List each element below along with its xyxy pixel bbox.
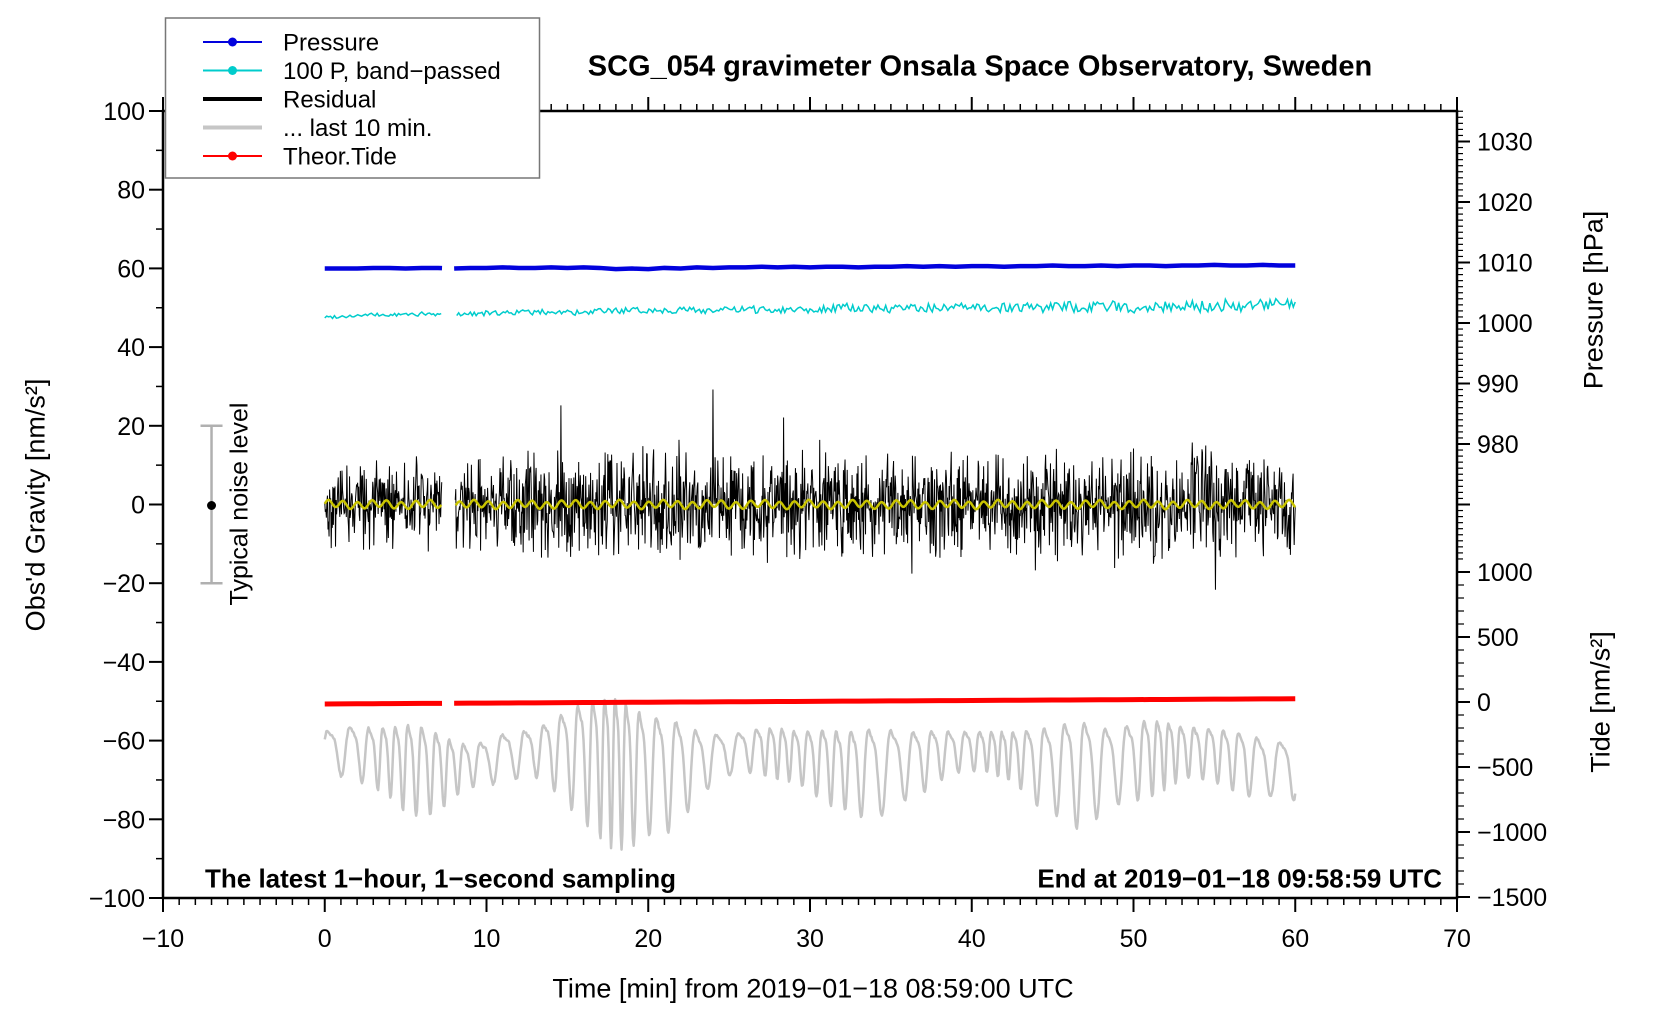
chart-title: SCG_054 gravimeter Onsala Space Observat… [587,50,1373,83]
bandpassed-trace [324,296,1296,320]
x-tick-label: 10 [473,925,501,953]
y-left-tick-label: −60 [103,728,145,756]
legend-entry-label: Theor.Tide [283,144,397,171]
end-time-note: End at 2019−01−18 09:58:59 UTC [1037,863,1442,894]
x-tick-label: 0 [318,925,332,953]
y-left-tick-label: −20 [103,570,145,598]
x-tick-label: −10 [142,925,184,953]
residual-smoothed-trace [323,498,1297,511]
x-tick-label: 50 [1120,925,1148,953]
x-tick-label: 20 [634,925,662,953]
residual-trace [324,389,1296,590]
tide-tick-label: 500 [1477,624,1519,652]
x-tick-label: 60 [1281,925,1309,953]
x-tick-label: 30 [796,925,824,953]
tick-labels: −10 0 10 20 30 40 50 60 70100806040200−20−40−60−… [89,98,1548,953]
pressure-tick-label: 990 [1477,371,1519,399]
pressure-tick-label: 1000 [1477,310,1533,338]
tide-axis-title: Tide [nm/s²] [1585,631,1616,773]
x-tick-label: 70 [1443,925,1471,953]
last10min-trace [323,697,1297,851]
y-left-tick-label: 20 [117,413,145,441]
pressure-tick-label: 1020 [1477,189,1533,217]
sampling-note: The latest 1−hour, 1−second sampling [205,863,677,894]
noise-errorbar [200,424,223,585]
legend-entry-label: ... last 10 min. [283,115,432,142]
legend-marker-dot [228,66,237,75]
legend-entry-label: 100 P, band−passed [283,58,501,85]
theor-tide-trace [324,696,1296,707]
y-left-tick-label: 80 [117,177,145,205]
pressure-tick-label: 980 [1477,431,1519,459]
tide-tick-label: −500 [1477,754,1533,782]
legend-entry-label: Pressure [283,30,379,57]
y-left-tick-label: −80 [103,806,145,834]
tide-tick-label: 0 [1477,689,1491,717]
y-left-tick-label: 40 [117,334,145,362]
legend-marker-dot [228,151,237,161]
y-left-tick-label: −100 [89,885,145,913]
pressure-tick-label: 1010 [1477,250,1533,278]
x-axis-title: Time [min] from 2019−01−18 08:59:00 UTC [552,973,1074,1004]
legend-marker-dot [228,37,237,47]
tide-tick-label: 1000 [1477,559,1533,587]
pressure-axis-title: Pressure [hPa] [1578,210,1609,390]
tide-tick-label: −1000 [1477,819,1547,847]
pressure-trace [324,262,1296,272]
x-tick-label: 40 [958,925,986,953]
y-left-tick-label: −40 [103,649,145,677]
pressure-tick-label: 1030 [1477,129,1533,157]
noise-level-label: Typical noise level [225,402,254,606]
tide-tick-label: −1500 [1477,884,1547,912]
y-left-axis-title: Obs'd Gravity [nm/s²] [20,378,51,632]
y-left-tick-label: 0 [131,492,145,520]
y-left-tick-label: 100 [103,98,145,126]
y-left-tick-label: 60 [117,255,145,283]
legend-entry-label: Residual [283,87,376,114]
